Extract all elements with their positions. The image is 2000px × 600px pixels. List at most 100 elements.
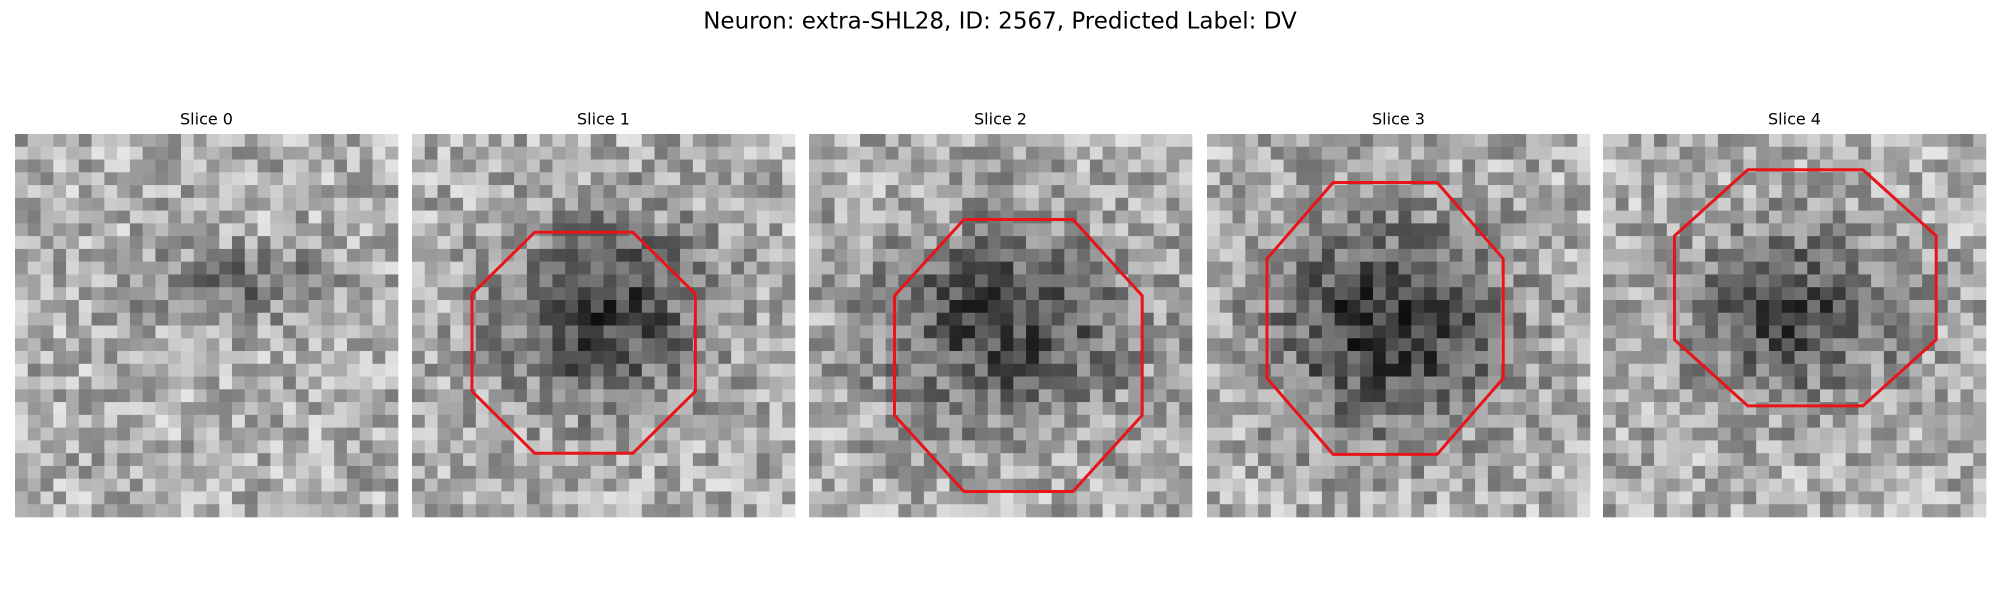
pixel: [385, 491, 399, 505]
pixel: [769, 478, 783, 492]
pixel: [860, 236, 874, 250]
pixel: [463, 236, 477, 250]
pixel: [321, 376, 335, 390]
pixel: [1089, 376, 1103, 390]
pixel: [372, 134, 386, 148]
pixel: [577, 299, 592, 314]
pixel: [168, 389, 182, 403]
pixel: [1140, 427, 1154, 441]
pixel: [898, 185, 912, 199]
pixel: [155, 338, 169, 352]
pixel: [962, 134, 976, 148]
pixel: [321, 261, 335, 275]
pixel: [923, 325, 937, 339]
pixel: [1089, 287, 1103, 301]
pixel: [1871, 363, 1885, 377]
pixel: [1166, 134, 1180, 148]
pixel: [1051, 274, 1065, 288]
pixel: [1922, 325, 1936, 339]
pixel: [270, 351, 284, 365]
pixel: [1909, 402, 1923, 416]
pixel: [104, 159, 118, 173]
pixel: [1909, 440, 1923, 454]
pixel: [1360, 351, 1374, 365]
pixel: [1475, 134, 1489, 148]
pixel: [834, 261, 848, 275]
pixel: [1654, 402, 1668, 416]
pixel: [1115, 363, 1129, 377]
pixel: [1153, 376, 1167, 390]
pixel: [1436, 504, 1450, 518]
pixel: [27, 453, 41, 467]
pixel: [1768, 389, 1783, 403]
pixel: [782, 159, 796, 173]
pixel: [78, 146, 92, 160]
pixel: [539, 376, 553, 390]
pixel: [450, 376, 464, 390]
pixel: [1283, 453, 1297, 467]
pixel: [949, 210, 963, 224]
pixel: [949, 402, 963, 416]
pixel: [1089, 402, 1103, 416]
pixel: [1038, 440, 1052, 454]
pixel: [1309, 185, 1323, 199]
pixel: [437, 261, 451, 275]
pixel: [1166, 491, 1180, 505]
pixel: [1424, 414, 1438, 428]
pixel: [1334, 210, 1348, 224]
pixel: [168, 197, 182, 211]
pixel: [1500, 427, 1514, 441]
pixel: [450, 134, 464, 148]
pixel: [1270, 338, 1284, 352]
pixel: [692, 491, 706, 505]
pixel: [705, 504, 719, 518]
pixel: [1038, 134, 1052, 148]
pixel: [1232, 363, 1246, 377]
pixel: [1820, 427, 1834, 441]
pixel: [1922, 312, 1936, 326]
pixel: [718, 504, 732, 518]
pixel: [1334, 312, 1348, 326]
pixel: [565, 312, 579, 326]
pixel: [1296, 478, 1310, 492]
pixel: [641, 491, 655, 505]
pixel: [603, 146, 617, 160]
pixel: [308, 440, 322, 454]
pixel: [463, 389, 477, 403]
pixel: [1283, 134, 1297, 148]
pixel: [1832, 389, 1846, 403]
pixel: [590, 478, 604, 492]
pixel: [782, 363, 796, 377]
pixel: [180, 312, 195, 326]
pixel: [1385, 299, 1399, 314]
pixel: [898, 274, 912, 288]
pixel: [1538, 389, 1552, 403]
pixel: [1000, 414, 1014, 428]
pixel: [168, 210, 182, 224]
pixel: [1756, 504, 1770, 518]
pixel: [412, 312, 426, 326]
pixel: [1781, 414, 1795, 428]
pixel: [1832, 287, 1846, 301]
pixel: [232, 197, 246, 211]
pixel: [475, 159, 489, 173]
pixel: [1896, 185, 1910, 199]
pixel: [1692, 478, 1706, 492]
pixel: [1577, 389, 1591, 403]
pixel: [1321, 414, 1335, 428]
pixel: [769, 351, 783, 365]
pixel: [206, 465, 220, 479]
pixel: [1038, 351, 1052, 365]
pixel: [1026, 159, 1040, 173]
pixel: [219, 478, 233, 492]
pixel: [1153, 465, 1167, 479]
pixel: [860, 299, 874, 314]
pixel: [834, 414, 848, 428]
pixel: [488, 248, 502, 262]
pixel: [1321, 453, 1335, 467]
pixel: [590, 236, 604, 250]
pixel: [1436, 134, 1450, 148]
pixel: [117, 504, 131, 518]
pixel: [359, 504, 373, 518]
pixel: [847, 185, 861, 199]
